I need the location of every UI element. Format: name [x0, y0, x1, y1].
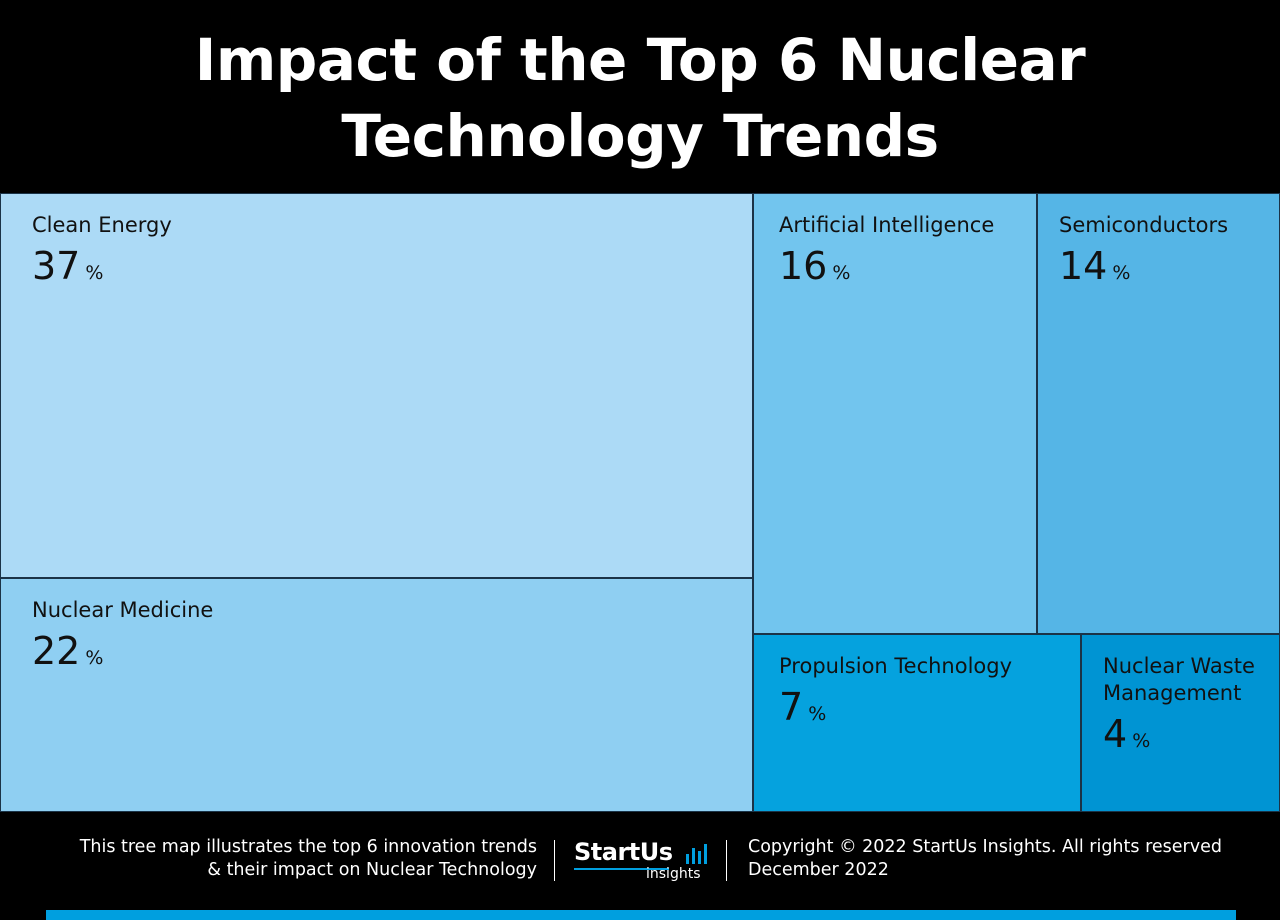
logo-wordmark: StartUs	[574, 838, 673, 866]
chart-title-line-2: Technology Trends	[341, 102, 939, 170]
logo-subtitle: insights	[646, 866, 701, 882]
treemap: Clean Energy 37% Nuclear Medicine 22% Artifi…	[0, 193, 1280, 812]
footer-copyright: Copyright © 2022 StartUs Insights. All r…	[748, 836, 1222, 882]
footer-divider-right	[726, 840, 727, 881]
tile-unit: %	[832, 262, 851, 284]
tile-value-group: 7%	[779, 685, 826, 729]
footer-divider-left	[554, 840, 555, 881]
copyright-text: Copyright © 2022 StartUs Insights. All r…	[748, 837, 1222, 857]
tile-unit: %	[85, 647, 104, 669]
startus-insights-logo: StartUs insights	[574, 838, 714, 884]
tile-value: 22	[32, 629, 81, 673]
tile-value-group: 37%	[32, 244, 103, 288]
tile-propulsion-technology: Propulsion Technology 7%	[753, 634, 1081, 812]
tile-label: Clean Energy	[32, 213, 172, 237]
tile-value: 16	[779, 244, 828, 288]
tile-clean-energy: Clean Energy 37%	[0, 193, 753, 578]
footer-description-line-1: This tree map illustrates the top 6 inno…	[79, 837, 537, 857]
tile-value-group: 22%	[32, 629, 103, 673]
footer-description: This tree map illustrates the top 6 inno…	[80, 836, 537, 882]
tile-value: 7	[779, 685, 804, 729]
tile-nuclear-waste-management: Nuclear Waste Management 4%	[1081, 634, 1280, 812]
bottom-accent-bar	[46, 910, 1236, 920]
tile-value-group: 16%	[779, 244, 850, 288]
tile-label: Semiconductors	[1059, 213, 1229, 237]
tile-unit: %	[1132, 730, 1151, 752]
tile-artificial-intelligence: Artificial Intelligence 16%	[753, 193, 1037, 634]
tile-label: Nuclear Medicine	[32, 598, 214, 622]
chart-title: Impact of the Top 6 Nuclear Technology T…	[0, 22, 1280, 174]
tile-nuclear-medicine: Nuclear Medicine 22%	[0, 578, 753, 812]
tile-value-group: 4%	[1103, 712, 1150, 756]
date-text: December 2022	[748, 860, 889, 880]
tile-value: 4	[1103, 712, 1128, 756]
tile-value: 14	[1059, 244, 1108, 288]
tile-unit: %	[1112, 262, 1131, 284]
tile-unit: %	[808, 703, 827, 725]
bar-chart-icon	[686, 844, 707, 864]
tile-label: Propulsion Technology	[779, 654, 1013, 678]
logo-underline	[574, 868, 669, 870]
footer-description-line-2: & their impact on Nuclear Technology	[207, 860, 537, 880]
tile-semiconductors: Semiconductors 14%	[1037, 193, 1280, 634]
tile-unit: %	[85, 262, 104, 284]
tile-label: Artificial Intelligence	[779, 213, 995, 237]
tile-value: 37	[32, 244, 81, 288]
tile-label: Nuclear Waste Management	[1103, 654, 1255, 705]
chart-title-line-1: Impact of the Top 6 Nuclear	[194, 26, 1086, 94]
tile-value-group: 14%	[1059, 244, 1130, 288]
